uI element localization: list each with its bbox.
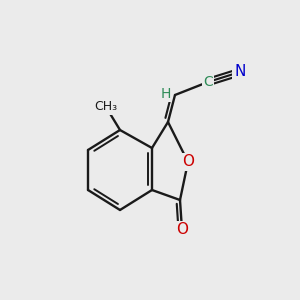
Text: CH₃: CH₃: [94, 100, 118, 113]
Text: N: N: [234, 64, 246, 80]
Text: O: O: [182, 154, 194, 169]
Text: H: H: [161, 87, 171, 101]
Text: C: C: [203, 75, 213, 89]
Text: O: O: [176, 223, 188, 238]
